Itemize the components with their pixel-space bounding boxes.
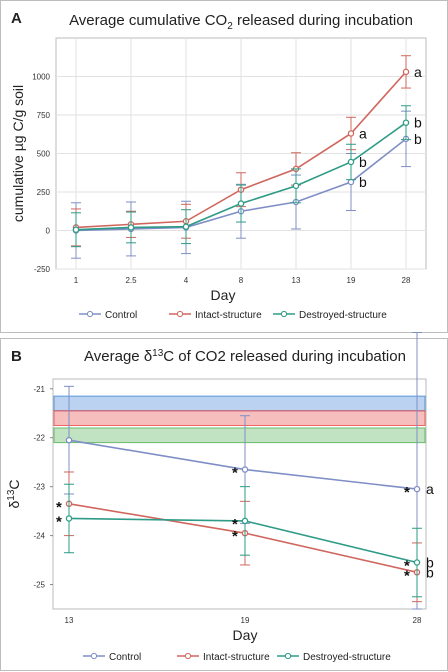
y-tick-label: 750 xyxy=(37,111,51,120)
legend-marker xyxy=(284,652,292,660)
legend-label: Destroyed-structure xyxy=(299,310,387,321)
x-tick-label: 28 xyxy=(413,616,422,625)
y-tick-label: 500 xyxy=(37,150,51,159)
y-tick-label: -22 xyxy=(33,434,45,443)
data-point xyxy=(127,224,135,231)
series-line-1 xyxy=(68,502,418,574)
significance-star: * xyxy=(232,516,238,533)
significance-star: * xyxy=(56,513,62,530)
chart-a-svg: A Average cumulative CO2 released during … xyxy=(10,10,427,321)
y-tick-label: 1000 xyxy=(32,73,50,82)
significance-letter: b xyxy=(359,174,367,190)
data-point xyxy=(347,158,355,166)
data-point xyxy=(347,130,355,137)
legend-marker xyxy=(86,310,94,318)
y-tick-label: -24 xyxy=(33,532,45,541)
significance-star: * xyxy=(404,484,410,501)
significance-star: * xyxy=(232,528,238,545)
significance-letter: a xyxy=(414,64,422,80)
legend-label: Control xyxy=(109,652,141,663)
x-tick-label: 1 xyxy=(74,276,79,285)
significance-letter: b xyxy=(426,564,434,580)
data-point xyxy=(65,436,73,444)
reference-band-2 xyxy=(53,427,426,444)
chart-panel-a: A Average cumulative CO2 released during … xyxy=(0,0,448,333)
y-tick-label: -21 xyxy=(33,385,45,394)
data-point xyxy=(292,182,300,190)
chart-b-svg: B Average δ13C of CO2 released during inc… xyxy=(6,332,434,663)
panel-label: B xyxy=(11,348,22,365)
significance-letter: b xyxy=(414,131,422,147)
x-tick-label: 4 xyxy=(184,276,189,285)
significance-letter: a xyxy=(359,125,367,141)
x-tick-label: 2.5 xyxy=(125,276,137,285)
data-point xyxy=(402,68,410,76)
y-axis-label: cumulative µg C/g soil xyxy=(10,85,26,222)
significance-letter: b xyxy=(414,115,422,131)
legend-marker xyxy=(280,310,288,318)
data-point xyxy=(65,515,73,522)
plot-area xyxy=(52,378,427,610)
y-axis-label: δ13C xyxy=(6,479,22,508)
data-point xyxy=(241,466,249,473)
x-axis-label: Day xyxy=(211,287,236,303)
x-tick-label: 13 xyxy=(65,616,74,625)
y-tick-label: -25 xyxy=(33,581,45,590)
y-tick-label: 250 xyxy=(37,188,51,197)
legend-marker xyxy=(90,652,98,660)
reference-band-1 xyxy=(53,410,426,426)
x-tick-label: 8 xyxy=(239,276,244,285)
significance-letter: a xyxy=(426,481,434,497)
significance-star: * xyxy=(404,558,410,575)
significance-star: * xyxy=(232,465,238,482)
data-point xyxy=(413,485,421,493)
series-line-0 xyxy=(68,439,418,490)
legend-label: Intact-structure xyxy=(195,310,262,321)
significance-star: * xyxy=(404,567,410,584)
data-point xyxy=(402,119,410,126)
x-tick-label: 28 xyxy=(402,276,411,285)
legend-label: Destroyed-structure xyxy=(303,652,391,663)
chart-title: Average δ13C of CO2 released during incu… xyxy=(84,348,406,365)
significance-star: * xyxy=(56,499,62,516)
significance-letter: b xyxy=(426,555,434,571)
data-point xyxy=(182,223,190,230)
series-line-2 xyxy=(68,517,418,564)
panel-label: A xyxy=(11,10,22,27)
data-point xyxy=(241,517,249,525)
y-tick-label: -250 xyxy=(34,265,51,274)
x-tick-label: 13 xyxy=(292,276,301,285)
legend-marker xyxy=(176,310,184,318)
legend-marker xyxy=(184,652,192,660)
y-tick-label: 0 xyxy=(46,227,51,236)
data-point xyxy=(237,200,245,207)
legend-label: Intact-structure xyxy=(203,652,270,663)
data-point xyxy=(72,226,80,233)
legend-label: Control xyxy=(105,310,137,321)
x-axis-label: Day xyxy=(233,627,258,643)
chart-panel-b: B Average δ13C of CO2 released during inc… xyxy=(0,332,448,671)
reference-band-0 xyxy=(53,395,426,412)
x-tick-label: 19 xyxy=(347,276,356,285)
data-point xyxy=(413,559,421,566)
chart-title: Average cumulative CO2 released during i… xyxy=(69,12,413,32)
significance-letter: b xyxy=(359,154,367,170)
x-tick-label: 19 xyxy=(241,616,250,625)
y-tick-label: -23 xyxy=(33,483,45,492)
